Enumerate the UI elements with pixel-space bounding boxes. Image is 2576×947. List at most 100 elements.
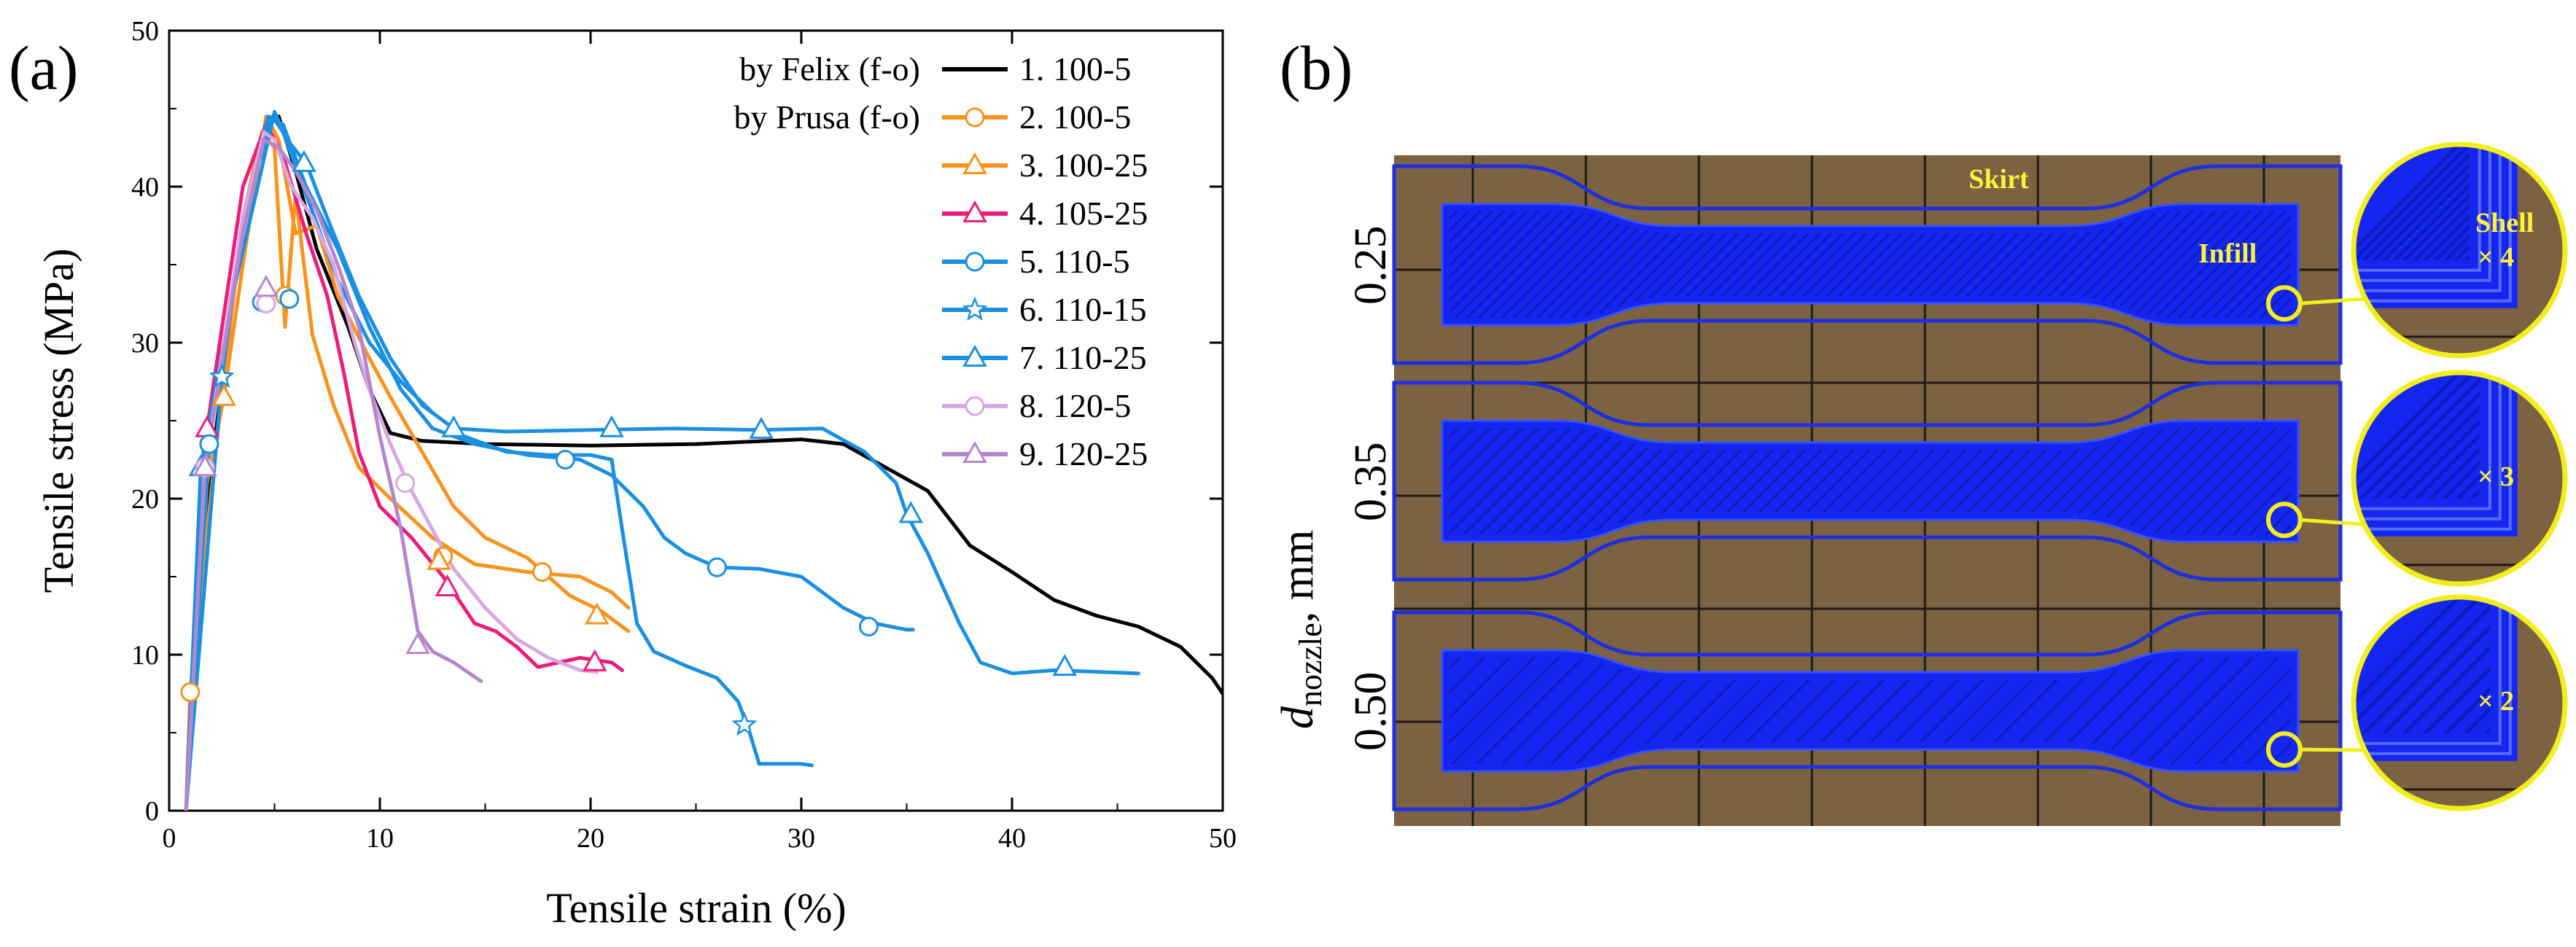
- data-marker-6: [731, 711, 758, 736]
- infill-line: [2138, 658, 2262, 764]
- data-marker-4: [435, 574, 460, 596]
- infill-line: [1450, 211, 1501, 318]
- marker-circle: [965, 396, 985, 416]
- infill-line: [2161, 428, 2285, 534]
- legend-entry-1: 1. 100-5: [942, 50, 1131, 87]
- infill-line: [1468, 658, 1592, 764]
- legend-marker: [965, 252, 985, 272]
- data-marker-3: [584, 602, 610, 625]
- zoom-infill-line: [2354, 373, 2480, 499]
- infill-line: [2217, 211, 2291, 318]
- infill-label: Infill: [2198, 238, 2257, 269]
- data-marker-7: [292, 149, 316, 172]
- infill-line: [2129, 428, 2253, 534]
- legend-marker: [962, 296, 988, 321]
- legend-entry-9: 9. 120-25: [942, 435, 1148, 472]
- data-marker-7: [1052, 654, 1078, 677]
- shell-count-label: × 3: [2478, 461, 2514, 492]
- data-marker-7: [749, 416, 774, 439]
- legend-marker: [962, 344, 987, 367]
- marker-circle: [279, 289, 300, 309]
- zoom-infill-line: [2354, 144, 2461, 260]
- skirt-outline: [1392, 610, 2343, 811]
- marker-triangle: [582, 649, 607, 671]
- zoom-infill-line: [2354, 597, 2481, 733]
- zoom-circle-2: × 3: [2300, 370, 2568, 587]
- infill-line: [1450, 658, 1543, 764]
- infill-line: [1505, 211, 1629, 318]
- zoom-infill-line: [2354, 597, 2490, 733]
- infill-line: [1450, 428, 1531, 534]
- zoom-infill-line: [2354, 144, 2470, 260]
- marker-triangle: [962, 152, 987, 174]
- zoom-infill-line: [2354, 597, 2461, 733]
- shell-count-label: × 2: [2478, 686, 2514, 717]
- infill-line: [2241, 428, 2291, 534]
- zoom-infill-line: [2354, 373, 2480, 499]
- nozzle-axis-unit: , mm: [1273, 530, 1323, 623]
- marker-triangle: [962, 200, 987, 222]
- axis-ticks: 0 10 20 30 40 50 0 10 20 30 40 50: [131, 16, 1237, 854]
- shell-count-label: × 4: [2478, 242, 2514, 273]
- panel-a-chart: (a) 0 10 20 30 40 50 0 10 20 30 40 50 Tensile strai…: [9, 16, 1237, 932]
- panel-b-label: (b): [1280, 33, 1353, 103]
- legend-label: 4. 105-25: [1019, 195, 1148, 232]
- legend-entry-8: 8. 120-5: [942, 387, 1131, 424]
- marker-circle: [555, 450, 575, 469]
- data-marker-7: [441, 415, 466, 437]
- infill-line: [1482, 211, 1606, 318]
- zoom-infill-line: [2354, 144, 2470, 260]
- zoom-infill-line: [2354, 597, 2490, 733]
- data-marker-7: [599, 415, 624, 437]
- zoom-infill: [2354, 144, 2470, 260]
- infill-line: [1518, 658, 1642, 764]
- marker-triangle: [962, 344, 987, 367]
- marker-triangle: [292, 149, 316, 172]
- zoom-infill-line: [2354, 373, 2475, 499]
- infill-line: [2123, 211, 2247, 318]
- data-marker-9: [192, 454, 217, 477]
- infill-line: [1517, 211, 1641, 318]
- marker-triangle: [427, 547, 451, 570]
- infill-line: [1458, 211, 1582, 318]
- infill-line: [1519, 428, 1643, 534]
- infill-line: [1470, 211, 1594, 318]
- legend-label: 8. 120-5: [1019, 387, 1131, 424]
- data-marker-9: [254, 275, 279, 297]
- zoom-infill-line: [2354, 144, 2470, 260]
- marker-triangle: [599, 415, 624, 437]
- y-axis-label: Tensile stress (MPa): [35, 249, 82, 593]
- infill-line: [1450, 211, 1524, 318]
- marker-star: [209, 363, 235, 388]
- nozzle-label: 0.50: [1346, 672, 1396, 752]
- shell-line: [2354, 597, 2512, 755]
- infill-line: [2262, 658, 2291, 764]
- infill-line: [1450, 658, 1568, 764]
- skirt-outline: [1392, 164, 2343, 365]
- marker-circle: [256, 294, 276, 313]
- infill-line: [1450, 428, 1515, 534]
- marker-triangle: [192, 454, 217, 477]
- marker-triangle: [211, 383, 236, 406]
- data-marker-2: [180, 682, 201, 702]
- legend-marker: [962, 440, 987, 463]
- infill-line: [2145, 428, 2269, 534]
- infill-line: [1450, 428, 1483, 534]
- zoom-infill-line: [2354, 373, 2480, 499]
- data-marker-5: [555, 450, 575, 469]
- legend-entry-5: 5. 110-5: [942, 243, 1130, 280]
- zoom-ring: [2351, 141, 2568, 359]
- zoom-ring: [2351, 370, 2568, 587]
- infill-line: [1450, 211, 1512, 318]
- infill-line: [2097, 428, 2221, 534]
- nozzle-axis-d: d: [1273, 706, 1323, 729]
- y-tick-label: 20: [131, 484, 159, 515]
- legend-marker: [965, 396, 985, 416]
- zoom-content: [2354, 144, 2565, 356]
- data-marker-9: [405, 632, 430, 655]
- legend: 1. 100-5 2. 100-5 3. 100-25 4. 105-25 5. 110…: [734, 50, 1148, 472]
- zoom-infill-line: [2354, 597, 2490, 733]
- legend-label: 5. 110-5: [1019, 243, 1130, 280]
- marker-triangle: [749, 416, 774, 439]
- infill-line: [1493, 211, 1617, 318]
